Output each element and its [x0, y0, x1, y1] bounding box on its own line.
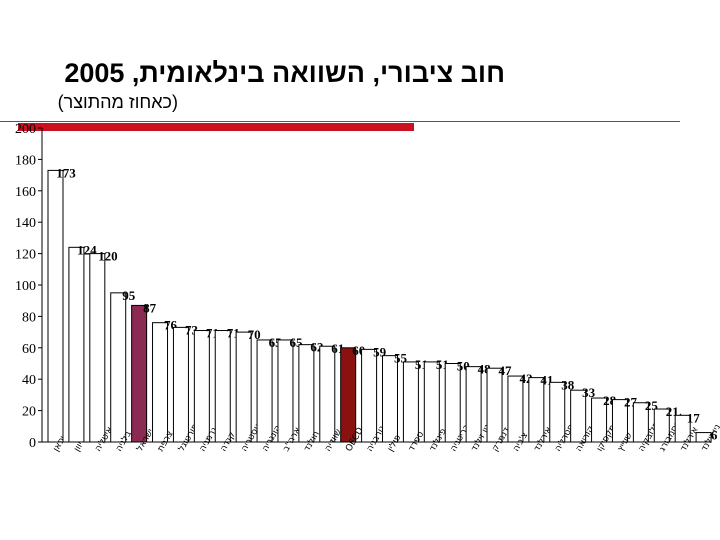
header-divider	[0, 121, 680, 122]
data-label: 6	[711, 428, 718, 443]
bar	[340, 347, 357, 443]
bar	[695, 432, 712, 443]
bar	[110, 292, 127, 443]
bar	[507, 375, 524, 443]
chart-title: חוב ציבורי, השוואה בינלאומית, 2005	[64, 58, 505, 88]
header-accent-bar	[18, 123, 414, 131]
bar	[361, 348, 378, 443]
y-tick-label: 120	[15, 248, 36, 263]
data-label: 173	[56, 165, 76, 180]
bar	[674, 414, 691, 443]
data-label: 95	[122, 288, 136, 303]
bar	[89, 253, 106, 443]
bar	[653, 408, 670, 443]
bar	[632, 402, 649, 443]
y-tick-label: 40	[22, 373, 36, 388]
bar	[444, 363, 461, 443]
bar	[486, 367, 503, 443]
y-tick-label: 100	[15, 279, 36, 294]
chart-subtitle: (כאחוז מהתוצר)	[57, 92, 178, 112]
y-tick-label: 0	[29, 436, 36, 451]
y-tick-label: 80	[22, 310, 36, 325]
bar	[528, 377, 545, 443]
bar	[68, 246, 85, 443]
data-label: 120	[98, 249, 118, 264]
bar	[319, 345, 336, 443]
bar	[549, 381, 566, 443]
y-tick-label: 20	[22, 405, 36, 420]
bar	[591, 397, 608, 443]
y-tick-label: 160	[15, 185, 36, 200]
bar	[465, 366, 482, 443]
data-label: 47	[499, 363, 513, 378]
bar	[277, 339, 294, 443]
bar	[570, 389, 587, 443]
data-label: 33	[582, 385, 596, 400]
y-tick-label: 60	[22, 342, 36, 357]
y-tick-label: 180	[15, 153, 36, 168]
bar	[193, 330, 210, 443]
bar	[256, 339, 273, 443]
bar	[611, 399, 628, 443]
bar	[214, 330, 231, 443]
bar	[131, 304, 148, 443]
y-tick-label: 200	[15, 122, 36, 137]
y-tick-label: 140	[15, 216, 36, 231]
bar	[402, 361, 419, 443]
bar	[152, 322, 169, 443]
data-label: 17	[687, 410, 701, 425]
x-tick-label: יוון	[72, 440, 85, 453]
data-label: 38	[561, 377, 575, 392]
bar	[235, 331, 252, 443]
bar	[382, 355, 398, 443]
bar	[47, 169, 64, 443]
data-label: 87	[143, 300, 157, 315]
bar	[298, 344, 315, 443]
data-label: 70	[248, 327, 261, 342]
bar	[172, 326, 189, 443]
bar	[423, 361, 440, 443]
